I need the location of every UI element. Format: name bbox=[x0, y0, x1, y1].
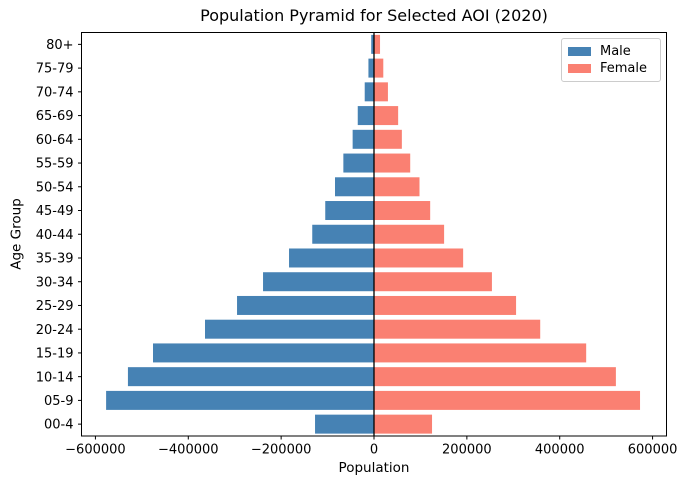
bar-female-65-69 bbox=[374, 106, 399, 126]
bar-female-20-24 bbox=[374, 319, 541, 339]
bar-male-35-39 bbox=[289, 248, 374, 268]
y-tick-label-00-4: 00-4 bbox=[44, 418, 74, 433]
bar-female-55-59 bbox=[374, 153, 411, 173]
bar-male-00-4 bbox=[315, 414, 374, 434]
bar-male-10-14 bbox=[127, 367, 374, 387]
bar-female-75-79 bbox=[374, 58, 384, 78]
y-tick-label-30-34: 30-34 bbox=[36, 275, 74, 290]
bar-female-45-49 bbox=[374, 201, 431, 221]
bar-male-55-59 bbox=[343, 153, 374, 173]
bar-male-30-34 bbox=[263, 272, 374, 292]
y-tick-label-60-64: 60-64 bbox=[36, 133, 74, 148]
bar-male-60-64 bbox=[352, 129, 374, 149]
x-tick-label: 0 bbox=[370, 443, 378, 458]
female-color-swatch bbox=[568, 64, 591, 73]
x-tick-label: 400000 bbox=[535, 443, 585, 458]
x-axis-label: Population bbox=[338, 460, 410, 476]
y-tick-label-70-74: 70-74 bbox=[36, 85, 74, 100]
bar-female-80+ bbox=[374, 34, 381, 54]
bar-female-70-74 bbox=[374, 82, 388, 102]
chart-title: Population Pyramid for Selected AOI (202… bbox=[200, 6, 548, 25]
bar-female-25-29 bbox=[374, 295, 517, 315]
y-tick-label-10-14: 10-14 bbox=[36, 370, 74, 385]
bar-male-20-24 bbox=[205, 319, 374, 339]
bar-male-45-49 bbox=[325, 201, 374, 221]
x-tick-label: −200000 bbox=[251, 443, 312, 458]
y-tick-label-35-39: 35-39 bbox=[36, 252, 74, 267]
legend: Male Female bbox=[561, 38, 661, 82]
bar-male-70-74 bbox=[364, 82, 374, 102]
y-tick-label-50-54: 50-54 bbox=[36, 180, 74, 195]
y-tick-label-40-44: 40-44 bbox=[36, 228, 74, 243]
y-tick-label-80+: 80+ bbox=[46, 38, 73, 53]
y-tick-label-45-49: 45-49 bbox=[36, 204, 74, 219]
legend-item-male: Male bbox=[568, 44, 654, 59]
bar-female-35-39 bbox=[374, 248, 464, 268]
bar-female-15-19 bbox=[374, 343, 587, 363]
y-tick-label-75-79: 75-79 bbox=[36, 62, 74, 77]
bar-female-60-64 bbox=[374, 129, 402, 149]
bar-male-40-44 bbox=[312, 224, 374, 244]
y-tick-label-20-24: 20-24 bbox=[36, 323, 74, 338]
male-color-swatch bbox=[568, 47, 591, 56]
bar-female-40-44 bbox=[374, 224, 445, 244]
y-tick-label-25-29: 25-29 bbox=[36, 299, 74, 314]
x-tick-label: −400000 bbox=[158, 443, 219, 458]
y-axis-label: Age Group bbox=[8, 198, 25, 270]
x-tick-label: 600000 bbox=[628, 443, 678, 458]
bar-female-00-4 bbox=[374, 414, 433, 434]
legend-item-female: Female bbox=[568, 61, 654, 76]
bar-female-05-9 bbox=[374, 390, 641, 410]
bar-male-05-9 bbox=[106, 390, 374, 410]
bar-male-65-69 bbox=[357, 106, 374, 126]
bar-male-50-54 bbox=[335, 177, 374, 197]
bar-female-50-54 bbox=[374, 177, 420, 197]
y-tick-label-55-59: 55-59 bbox=[36, 157, 74, 172]
bar-male-15-19 bbox=[153, 343, 374, 363]
bar-female-30-34 bbox=[374, 272, 492, 292]
legend-label-female: Female bbox=[600, 61, 648, 76]
bar-female-10-14 bbox=[374, 367, 616, 387]
y-tick-label-65-69: 65-69 bbox=[36, 109, 74, 124]
bar-male-75-79 bbox=[368, 58, 374, 78]
x-tick-label: −600000 bbox=[65, 443, 126, 458]
bar-male-25-29 bbox=[237, 295, 374, 315]
y-tick-label-15-19: 15-19 bbox=[36, 347, 74, 362]
legend-label-male: Male bbox=[600, 44, 631, 59]
x-tick-label: 200000 bbox=[442, 443, 492, 458]
y-tick-label-05-9: 05-9 bbox=[44, 394, 74, 409]
bar-male-80+ bbox=[371, 34, 374, 54]
